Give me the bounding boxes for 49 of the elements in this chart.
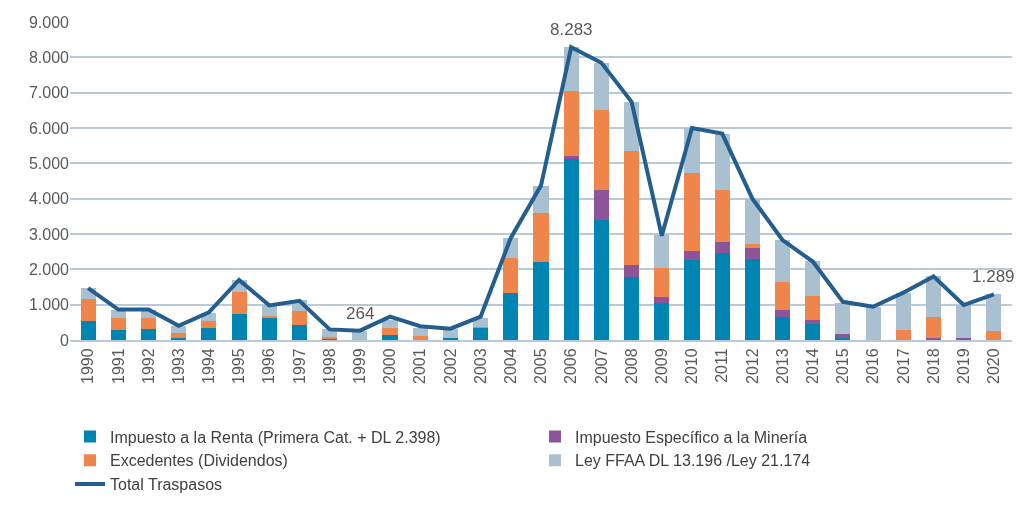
x-tick-label: 2009 (652, 348, 670, 384)
legend-label: Excedentes (Dividendos) (110, 452, 288, 470)
x-tick-label: 2016 (864, 348, 882, 384)
x-tick-label: 1997 (290, 348, 308, 384)
y-tick-label: 2.000 (28, 260, 70, 278)
y-tick-label: 4.000 (28, 190, 70, 208)
x-tick-label: 2015 (834, 348, 852, 384)
x-tick-label: 2008 (622, 348, 640, 384)
x-tick-label: 2012 (743, 348, 761, 384)
x-tick-label: 2005 (532, 348, 550, 384)
x-tick-label: 1993 (169, 348, 187, 384)
annotation: 1.289 (972, 267, 1015, 286)
x-tick-label: 2002 (441, 348, 459, 384)
x-tick-label: 2001 (411, 348, 429, 384)
x-tick-label: 1996 (260, 348, 278, 384)
y-tick-label: 5.000 (28, 154, 70, 172)
x-tick-label: 2011 (713, 348, 731, 383)
x-tick-label: 2004 (502, 348, 520, 384)
y-tick-label: 7.000 (28, 84, 70, 102)
x-tick-label: 2007 (592, 348, 610, 384)
x-tick-label: 1995 (230, 348, 248, 384)
x-tick-label: 2003 (471, 348, 489, 384)
x-tick-label: 1999 (351, 348, 369, 384)
y-tick-label: 0 (60, 331, 70, 349)
x-tick-label: 1990 (79, 348, 97, 384)
x-tick-label: 2010 (683, 348, 701, 384)
x-tick-label: 2018 (924, 348, 942, 384)
x-tick-label: 1998 (320, 348, 338, 384)
x-tick-label: 2017 (894, 348, 912, 384)
y-tick-label: 3.000 (28, 225, 70, 243)
annotation: 8.283 (550, 20, 593, 39)
x-tick-label: 1992 (139, 348, 157, 384)
legend-label: Impuesto a la Renta (Primera Cat. + DL 2.398) (110, 428, 441, 446)
legend-label: Total Traspasos (110, 476, 223, 494)
y-tick-label: 9.000 (28, 13, 70, 31)
x-tick-label: 1991 (109, 348, 127, 384)
x-tick-label: 2019 (954, 348, 972, 384)
x-tick-label: 2020 (985, 348, 1003, 384)
x-tick-label: 2000 (381, 348, 399, 384)
x-tick-label: 2013 (773, 348, 791, 384)
legend-label: Impuesto Específico a la Minería (575, 428, 808, 446)
x-tick-label: 2006 (562, 348, 580, 384)
x-tick-label: 2014 (803, 348, 821, 384)
y-tick-label: 8.000 (28, 48, 70, 66)
annotation: 264 (346, 304, 375, 323)
legend-label: Ley FFAA DL 13.196 /Ley 21.174 (575, 452, 811, 470)
y-tick-label: 1.000 (28, 296, 70, 314)
y-tick-label: 6.000 (28, 119, 70, 137)
x-tick-label: 1994 (200, 348, 218, 384)
